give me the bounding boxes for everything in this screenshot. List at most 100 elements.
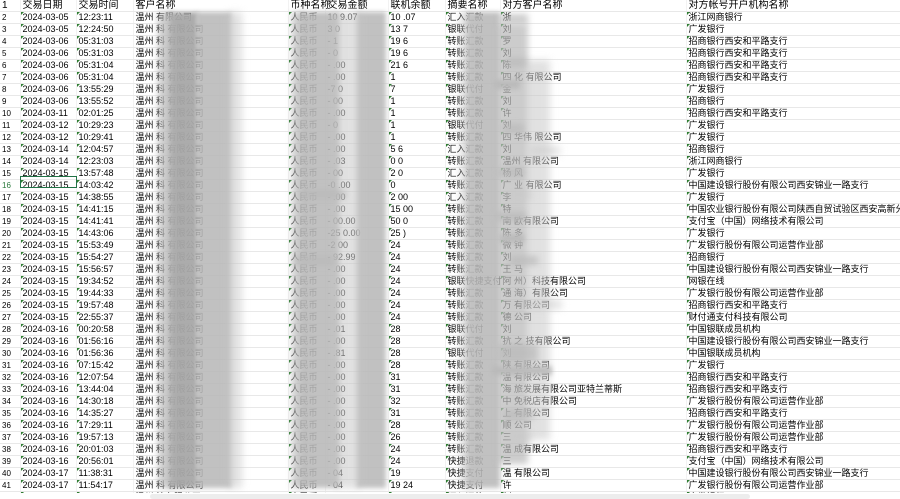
cell-transaction-amount[interactable]: - 00 xyxy=(325,167,389,180)
cell-counterparty-name[interactable]: 许 xyxy=(500,107,687,120)
table-row[interactable]: 26 2024-03-15 19:57:48 温州 科 有限公司 人民币 - .00 24 转… xyxy=(0,299,900,312)
cell-customer-name[interactable]: 温州 科 有限公司 xyxy=(133,467,289,480)
row-number[interactable]: 10 xyxy=(0,107,21,120)
cell-customer-name[interactable]: 温州 科 有限公司 xyxy=(133,203,289,216)
cell-counterparty-name[interactable]: 顺 公司 xyxy=(500,419,687,432)
cell-transaction-amount[interactable]: -7 0 xyxy=(325,83,389,96)
cell-transaction-date[interactable]: 2024-03-05 xyxy=(20,11,77,24)
cell-transaction-time[interactable]: 13:55:29 xyxy=(76,83,134,96)
cell-counterparty-name[interactable]: 许 xyxy=(500,479,687,492)
cell-transaction-amount[interactable]: - .00 xyxy=(325,335,389,348)
cell-counterparty-bank[interactable]: 财付通支付科技有限公司 xyxy=(686,311,900,324)
cell-counterparty-name[interactable]: 刘 xyxy=(500,347,687,360)
table-row[interactable]: 34 2024-03-16 14:30:18 温州 科 有限公司 人民币 - .00 32 转… xyxy=(0,395,900,408)
cell-customer-name[interactable]: 温州 科 有限公司 xyxy=(133,347,289,360)
row-number[interactable]: 23 xyxy=(0,263,21,276)
cell-counterparty-bank[interactable]: 中国建设银行股份有限公司西安锦业一路支行 xyxy=(686,179,900,192)
cell-counterparty-name[interactable]: 通 海）有限公司 xyxy=(500,287,687,300)
cell-currency-name[interactable]: 人民币 xyxy=(288,227,326,240)
table-row[interactable]: 6 2024-03-06 05:31:04 温州 科 有限公司 人民币 - .00 21 6… xyxy=(0,59,900,72)
cell-counterparty-name[interactable]: 四 化 有限公司 xyxy=(500,71,687,84)
cell-counterparty-bank[interactable]: 招商银行西安和平路支行 xyxy=(686,299,900,312)
table-row[interactable]: 9 2024-03-06 13:55:52 温州 科 有限公司 人民币 - 00 1 转账汇款… xyxy=(0,95,900,108)
cell-summary-name[interactable]: 转账汇款 xyxy=(445,263,501,276)
cell-transaction-time[interactable]: 15:56:57 xyxy=(76,263,134,276)
cell-transaction-date[interactable]: 2024-03-15 xyxy=(20,287,77,300)
cell-counterparty-bank[interactable]: 招商银行西安和平路支行 xyxy=(686,383,900,396)
cell-counterparty-bank[interactable]: 浙江网商银行 xyxy=(686,155,900,168)
cell-summary-name[interactable]: 转账汇款 xyxy=(445,311,501,324)
cell-customer-name[interactable]: 温州 科 有限公司 xyxy=(133,191,289,204)
cell-transaction-time[interactable]: 14:30:18 xyxy=(76,395,134,408)
cell-online-balance[interactable]: 0 0 xyxy=(388,155,446,168)
table-row[interactable]: 37 2024-03-16 19:57:13 温州 科 有限公司 人民币 - .00 26 转… xyxy=(0,431,900,444)
cell-online-balance[interactable]: 24 xyxy=(388,299,446,312)
row-number[interactable]: 32 xyxy=(0,371,21,384)
cell-summary-name[interactable]: 银联代付 xyxy=(445,323,501,336)
cell-summary-name[interactable]: 转账汇款 xyxy=(445,359,501,372)
cell-online-balance[interactable]: 24 xyxy=(388,455,446,468)
table-row[interactable]: 5 2024-03-06 05:31:03 温州 科 有限公司 人民币 - 0 19 6 转账… xyxy=(0,47,900,60)
cell-summary-name[interactable]: 汇入汇款 xyxy=(445,11,501,24)
cell-counterparty-name[interactable]: 陕 有限公司 xyxy=(500,359,687,372)
cell-summary-name[interactable]: 汇入汇款 xyxy=(445,143,501,156)
cell-currency-name[interactable]: 人民币 xyxy=(288,179,326,192)
cell-transaction-amount[interactable]: - 04 xyxy=(325,479,389,492)
table-row[interactable]: 23 2024-03-15 15:56:57 温州 科 有限公司 人民币 - .00 24 转… xyxy=(0,263,900,276)
cell-online-balance[interactable]: 31 xyxy=(388,383,446,396)
cell-transaction-date[interactable]: 2024-03-06 xyxy=(20,59,77,72)
cell-summary-name[interactable]: 转账汇款 xyxy=(445,239,501,252)
cell-customer-name[interactable]: 温州 科 有限公司 xyxy=(133,443,289,456)
cell-currency-name[interactable]: 人民币 xyxy=(288,275,326,288)
row-number[interactable]: 31 xyxy=(0,359,21,372)
cell-counterparty-name[interactable]: 刘 xyxy=(500,47,687,60)
cell-customer-name[interactable]: 温州 科 有限公司 xyxy=(133,323,289,336)
cell-summary-name[interactable]: 转账汇款 xyxy=(445,299,501,312)
cell-customer-name[interactable]: 温州 科 有限公司 xyxy=(133,299,289,312)
cell-transaction-time[interactable]: 02:01:25 xyxy=(76,107,134,120)
table-row[interactable]: 29 2024-03-16 01:56:16 温州 科 有限公司 人民币 - .00 28 转… xyxy=(0,335,900,348)
cell-transaction-date[interactable]: 2024-03-14 xyxy=(20,155,77,168)
cell-currency-name[interactable]: 人民币 xyxy=(288,359,326,372)
row-number[interactable]: 25 xyxy=(0,287,21,300)
cell-summary-name[interactable]: 快捷退款 xyxy=(445,455,501,468)
cell-customer-name[interactable]: 温州 科 有限公司 xyxy=(133,95,289,108)
cell-counterparty-name[interactable]: 三 xyxy=(500,455,687,468)
cell-transaction-time[interactable]: 12:04:57 xyxy=(76,143,134,156)
cell-transaction-time[interactable]: 14:35:27 xyxy=(76,407,134,420)
cell-transaction-amount[interactable]: - .00 xyxy=(325,287,389,300)
cell-summary-name[interactable]: 转账汇款 xyxy=(445,155,501,168)
cell-online-balance[interactable]: 7 xyxy=(388,83,446,96)
cell-counterparty-name[interactable]: 陈 xyxy=(500,59,687,72)
cell-transaction-date[interactable]: 2024-03-16 xyxy=(20,335,77,348)
cell-transaction-amount[interactable]: - .00 xyxy=(325,131,389,144)
cell-online-balance[interactable]: 19 6 xyxy=(388,35,446,48)
cell-summary-name[interactable]: 转账汇款 xyxy=(445,131,501,144)
cell-counterparty-name[interactable]: 四 华伟 限公司 xyxy=(500,131,687,144)
cell-transaction-date[interactable]: 2024-03-17 xyxy=(20,467,77,480)
cell-transaction-time[interactable]: 13:57:48 xyxy=(76,167,134,180)
cell-transaction-amount[interactable]: - .00 xyxy=(325,275,389,288)
cell-customer-name[interactable]: 温州 科 有限公司 xyxy=(133,143,289,156)
row-number[interactable]: 12 xyxy=(0,131,21,144)
horizontal-scrollbar[interactable] xyxy=(150,494,750,499)
cell-online-balance[interactable]: 25 ) xyxy=(388,227,446,240)
row-number[interactable]: 15 xyxy=(0,167,21,180)
cell-currency-name[interactable]: 人民币 xyxy=(288,191,326,204)
cell-transaction-amount[interactable]: - 1 xyxy=(325,35,389,48)
cell-currency-name[interactable]: 人民币 xyxy=(288,335,326,348)
cell-currency-name[interactable]: 人民币 xyxy=(288,419,326,432)
cell-transaction-date[interactable]: 2024-03-15 xyxy=(20,215,77,228)
cell-online-balance[interactable]: 28 xyxy=(388,323,446,336)
cell-counterparty-name[interactable]: 罗 xyxy=(500,35,687,48)
cell-transaction-amount[interactable]: - .00 xyxy=(325,395,389,408)
cell-counterparty-bank[interactable]: 招商银行 xyxy=(686,143,900,156)
cell-counterparty-bank[interactable]: 招商银行西安和平路支行 xyxy=(686,47,900,60)
row-number[interactable]: 37 xyxy=(0,431,21,444)
cell-summary-name[interactable]: 银联代付 xyxy=(445,119,501,132)
cell-transaction-amount[interactable]: -25 0.00 xyxy=(325,227,389,240)
cell-currency-name[interactable]: 人民币 xyxy=(288,35,326,48)
cell-counterparty-bank[interactable]: 广发银行 xyxy=(686,227,900,240)
cell-transaction-time[interactable]: 20:01:03 xyxy=(76,443,134,456)
